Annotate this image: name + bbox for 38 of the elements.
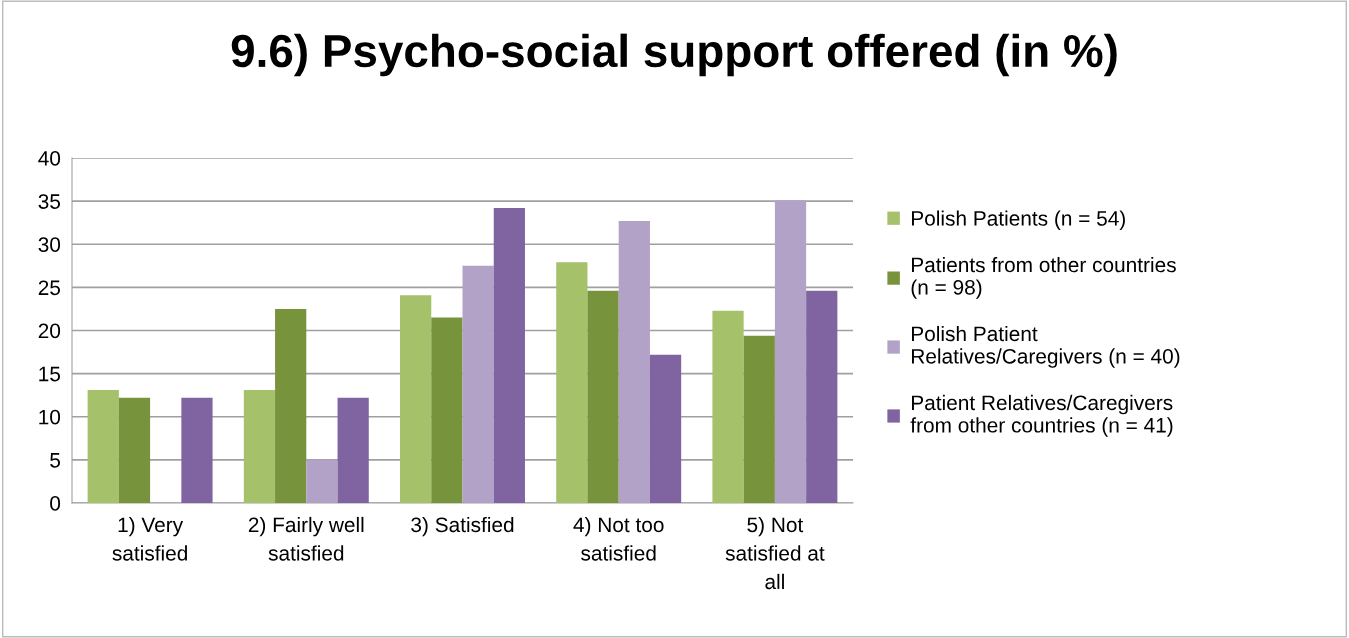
y-tick-label: 30 [38,237,61,252]
legend-label: Polish Patient Relatives/Caregivers (n = 40) [912,325,1180,368]
bar [587,290,619,503]
y-tick-label: 15 [39,366,61,382]
bar [118,397,151,503]
bar [462,265,494,503]
bar [243,390,276,503]
bar [493,208,525,503]
y-tick-label: 40 [38,151,61,166]
y-tick-label: 5 [50,453,61,468]
y-tick-label: 35 [38,194,61,209]
bar [743,335,775,503]
legend-label: Patients from other countries (n = 98) [911,256,1176,299]
y-tick-label: 10 [39,409,61,425]
legend-label: Patient Relatives/Caregivers from other countries (n = 41) [910,394,1173,437]
x-tick-label: 3) Satisfied [411,516,514,537]
y-tick-label: 20 [38,323,61,339]
bar [431,317,463,503]
bar [400,295,432,503]
x-tick-label: 5) Not satisfied at all [725,516,825,590]
bar [306,459,338,503]
x-tick-label: 2) Fairly well satisfied [248,516,364,561]
chart-title: 9.6) Psycho-social support offered (in %) [231,33,1117,77]
bar [806,290,838,503]
bar [712,310,744,503]
legend-label: Polish Patients (n = 54) [912,210,1125,230]
bar [87,390,119,503]
bar [649,354,682,503]
x-tick-label: 4) Not too satisfied [573,516,664,561]
bar [337,397,369,503]
bar [556,262,588,503]
bar [618,220,650,503]
bar [774,200,807,503]
bar [181,397,213,503]
x-tick-label: 1) Very satisfied [112,516,187,561]
y-tick-label: 0 [50,496,61,511]
y-tick-label: 25 [38,280,61,296]
bar [275,308,307,503]
